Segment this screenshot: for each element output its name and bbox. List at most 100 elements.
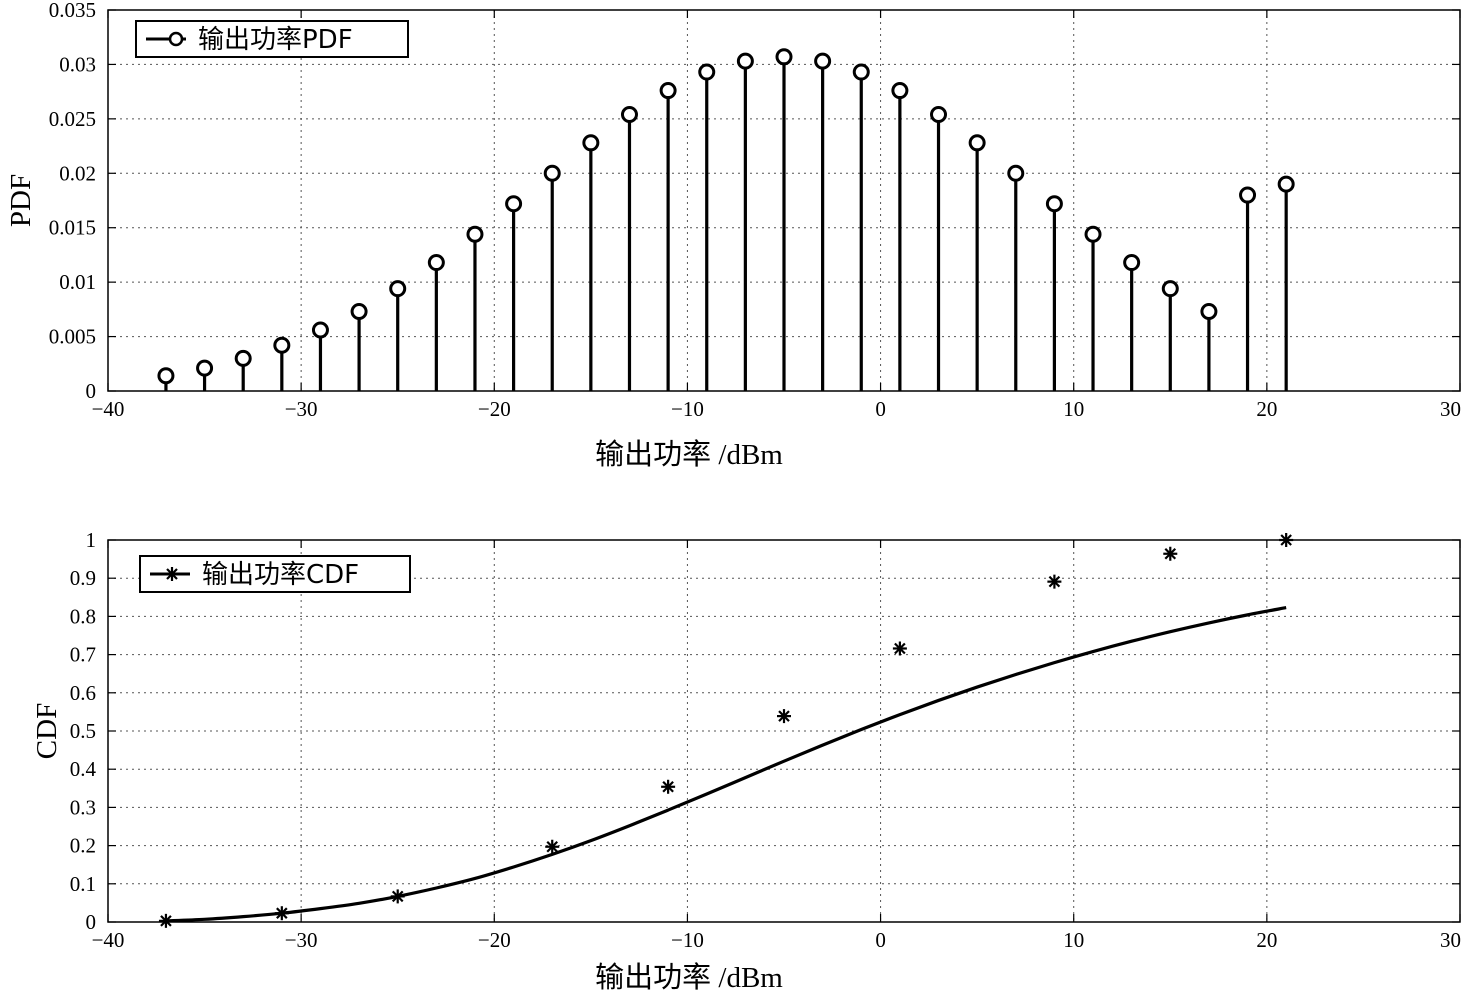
stem-marker-circle	[775, 48, 793, 66]
x-tick-label: −40	[92, 397, 125, 421]
asterisk-stroke	[1048, 575, 1061, 588]
stem-marker-circle	[891, 82, 909, 100]
asterisk-stroke	[1280, 534, 1292, 546]
legend-asterisk-icon	[165, 567, 179, 581]
stem-marker-circle	[698, 63, 716, 81]
asterisk-stroke	[662, 780, 674, 793]
y-tick-label: 0.005	[49, 325, 96, 349]
stem-marker-circle	[1007, 164, 1025, 182]
x-axis-label: 输出功率 /dBm	[595, 438, 783, 471]
x-tick-label: −10	[671, 928, 704, 952]
pdf-chart-panel: −40 −30 −20 −10 0 10 20 30 0 0.005 0.01 0.015 0.02 0.…	[5, 0, 1461, 471]
asterisk-marker	[1163, 546, 1178, 561]
cdf-curve	[165, 606, 1287, 923]
asterisk-marker	[777, 709, 791, 724]
asterisk-marker	[1279, 533, 1294, 547]
stem-marker-circle	[350, 303, 368, 321]
y-tick-label: 0.3	[70, 795, 96, 819]
x-axis-label: 输出功率 /dBm	[595, 961, 783, 994]
stem-marker-circle	[273, 336, 291, 354]
x-tick-label: 0	[875, 928, 886, 952]
stem-marker-circle	[505, 195, 523, 213]
stem-marker-circle	[736, 52, 754, 70]
stem-marker-circle	[1084, 225, 1102, 243]
stem-marker-circle	[930, 106, 948, 124]
y-tick-label: 0.015	[49, 216, 96, 240]
asterisk-stroke	[166, 568, 178, 580]
stem-marker-circle	[659, 82, 677, 100]
asterisk-stroke	[778, 710, 790, 722]
y-tick-label: 0.8	[70, 604, 96, 628]
stem-marker-circle	[543, 164, 561, 182]
asterisk-stroke	[546, 840, 559, 853]
x-tick-label: 30	[1440, 397, 1461, 421]
asterisk-stroke	[1164, 547, 1177, 560]
stem-marker-circle	[466, 225, 484, 243]
x-tick-label: 20	[1256, 397, 1277, 421]
y-tick-label: 0.03	[59, 52, 96, 76]
y-axis-label: CDF	[31, 703, 63, 759]
asterisk-marker	[158, 913, 173, 928]
asterisk-stroke	[160, 915, 172, 927]
x-tick-label: −20	[478, 397, 511, 421]
asterisk-marker	[390, 889, 405, 904]
y-tick-label: 0	[86, 910, 97, 934]
plot-frame	[107, 539, 1461, 923]
y-tick-label: 1	[86, 528, 97, 552]
stem-marker-circle	[1123, 254, 1141, 272]
y-axis-label: PDF	[5, 174, 37, 227]
y-tick-label: 0.035	[49, 0, 96, 22]
stem-marker-circle	[311, 321, 329, 339]
y-tick-label: 0.5	[70, 719, 96, 743]
y-tick-label: 0.1	[70, 872, 96, 896]
y-tick-label: 0.6	[70, 681, 96, 705]
stem-marker-circle	[427, 254, 445, 272]
legend: 输出功率PDF	[135, 20, 409, 58]
stem-marker-circle	[157, 367, 175, 385]
x-tick-label: −20	[478, 928, 511, 952]
x-tick-label: 10	[1063, 397, 1084, 421]
asterisk-stroke	[391, 890, 404, 903]
asterisk-marker	[274, 906, 289, 921]
x-tick-label: −10	[671, 397, 704, 421]
legend-label: 输出功率PDF	[198, 25, 353, 55]
x-tick-label: −40	[92, 928, 125, 952]
legend-circle-icon	[168, 31, 184, 47]
y-tick-label: 0.02	[59, 161, 96, 185]
y-tick-label: 0.4	[70, 757, 97, 781]
stem-marker-circle	[582, 134, 600, 152]
asterisk-marker	[661, 779, 676, 794]
asterisk-stroke	[276, 907, 288, 919]
legend: 输出功率CDF	[139, 555, 411, 593]
x-tick-label: −30	[285, 928, 318, 952]
x-tick-label: 20	[1256, 928, 1277, 952]
y-tick-label: 0.025	[49, 107, 96, 131]
y-tick-label: 0.7	[70, 643, 96, 667]
asterisk-marker	[892, 641, 907, 656]
stem-marker-circle	[1161, 280, 1179, 298]
y-tick-label: 0.01	[59, 270, 96, 294]
stem-marker-circle	[968, 134, 986, 152]
stem-marker-circle	[1045, 195, 1063, 213]
x-tick-label: 10	[1063, 928, 1084, 952]
stem-marker-circle	[1200, 303, 1218, 321]
stem-marker-circle	[1277, 175, 1295, 193]
y-tick-label: 0	[86, 379, 97, 403]
x-tick-label: −30	[285, 397, 318, 421]
asterisk-stroke	[894, 642, 906, 655]
stem-marker-circle	[1239, 186, 1257, 204]
x-tick-label: 30	[1440, 928, 1461, 952]
cdf-chart-panel: −40 −30 −20 −10 0 10 20 30 0 0.1 0.2 0.3 0.4 0.5 0.6 0.…	[31, 528, 1461, 994]
stem-marker-circle	[234, 349, 252, 367]
legend-label: 输出功率CDF	[202, 560, 359, 590]
stem-marker-circle	[814, 52, 832, 70]
stem-marker-circle	[389, 280, 407, 298]
y-tick-label: 0.2	[70, 834, 96, 858]
asterisk-marker	[1047, 574, 1062, 589]
asterisk-marker	[545, 839, 560, 854]
stem-marker-circle	[196, 359, 214, 377]
stem-marker-circle	[852, 63, 870, 81]
x-tick-label: 0	[875, 397, 886, 421]
stem-marker-circle	[620, 106, 638, 124]
